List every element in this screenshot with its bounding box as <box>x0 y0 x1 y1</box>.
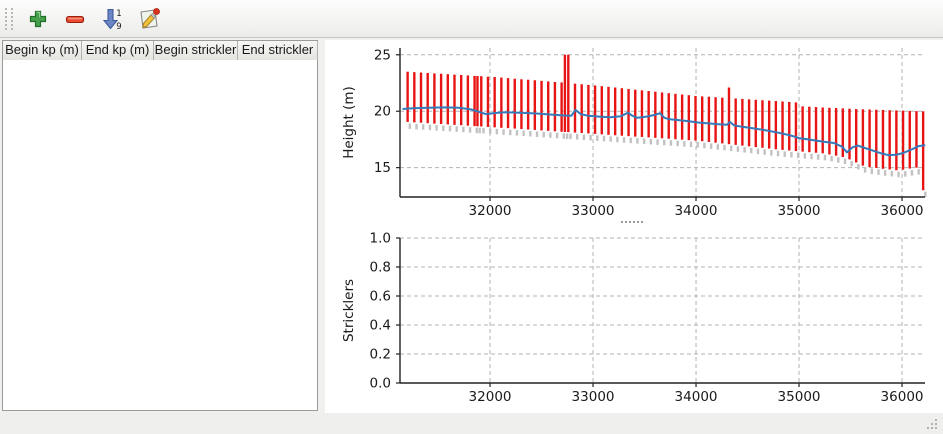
status-bar <box>0 413 943 434</box>
svg-text:33000: 33000 <box>572 203 615 219</box>
svg-text:0.8: 0.8 <box>370 260 391 276</box>
svg-text:1: 1 <box>116 9 121 19</box>
toolbar: 1 9 <box>0 0 943 38</box>
sort-rows-button[interactable]: 1 9 <box>97 4 127 34</box>
svg-text:0.0: 0.0 <box>370 376 391 392</box>
remove-icon <box>65 15 85 23</box>
svg-text:Stricklers: Stricklers <box>341 279 357 342</box>
add-row-button[interactable] <box>23 4 53 34</box>
sort-ascending-icon: 1 9 <box>102 8 122 31</box>
toolbar-drag-handle[interactable] <box>5 7 13 30</box>
table-body[interactable] <box>3 60 317 410</box>
resize-grip-icon[interactable] <box>925 417 939 431</box>
column-header[interactable]: Begin strickler <box>154 41 238 60</box>
column-header[interactable]: End kp (m) <box>82 41 154 60</box>
svg-text:33000: 33000 <box>572 389 615 405</box>
add-icon <box>29 10 47 27</box>
svg-text:34000: 34000 <box>675 389 718 405</box>
svg-text:0.4: 0.4 <box>370 318 391 334</box>
svg-text:34000: 34000 <box>675 203 718 219</box>
charts-panel: 32000 33000 34000 35000 36000 15 20 25 Height (m… <box>325 40 943 413</box>
svg-text:35000: 35000 <box>778 389 821 405</box>
svg-text:36000: 36000 <box>881 203 924 219</box>
svg-text:25: 25 <box>374 47 391 63</box>
edit-icon <box>140 7 160 29</box>
svg-text:15: 15 <box>374 160 391 176</box>
column-header[interactable]: Begin kp (m) <box>3 41 82 60</box>
svg-text:36000: 36000 <box>881 389 924 405</box>
svg-text:20: 20 <box>374 104 391 120</box>
svg-text:1.0: 1.0 <box>370 231 391 247</box>
height-and-stricklers-charts: 32000 33000 34000 35000 36000 15 20 25 Height (m… <box>341 47 927 405</box>
svg-text:9: 9 <box>116 22 121 31</box>
strickler-table: Begin kp (m) End kp (m) Begin strickler End… <box>2 40 318 411</box>
svg-text:32000: 32000 <box>469 389 512 405</box>
svg-text:0.6: 0.6 <box>370 289 391 305</box>
svg-text:Height (m): Height (m) <box>341 86 357 159</box>
column-header[interactable]: End strickler <box>238 41 318 60</box>
remove-row-button[interactable] <box>60 4 90 34</box>
edit-button[interactable] <box>134 4 164 34</box>
chart-splitter-handle[interactable] <box>621 221 643 223</box>
table-header-row: Begin kp (m) End kp (m) Begin strickler End… <box>3 41 318 61</box>
svg-text:32000: 32000 <box>469 203 512 219</box>
svg-text:0.2: 0.2 <box>370 347 391 363</box>
svg-text:35000: 35000 <box>778 203 821 219</box>
